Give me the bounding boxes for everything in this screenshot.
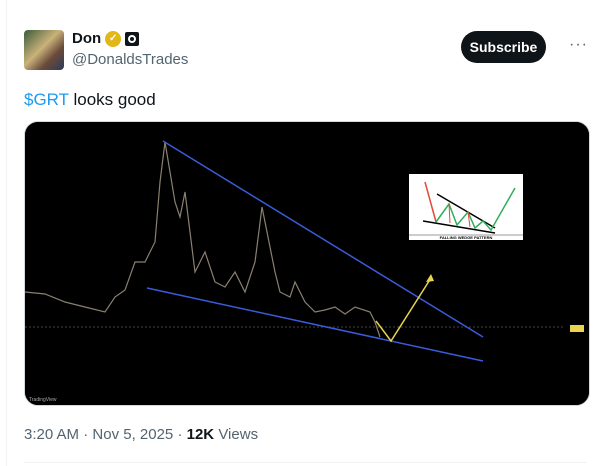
tweet-date[interactable]: Nov 5, 2025 [92,426,174,443]
lower-trendline [146,287,484,362]
upper-trendline [162,140,484,338]
author-handle[interactable]: @DonaldsTrades [72,51,189,68]
tweet-body: looks good [68,90,156,109]
inset-caption: FALLING WEDGE PATTERN [440,235,493,240]
verified-badge-icon: ✓ [105,30,122,47]
price-tag [570,325,584,332]
view-count: 12K [186,426,215,443]
more-horizontal-icon[interactable]: ··· [569,36,588,53]
projection-arrow [375,277,432,343]
chart-image: FALLING WEDGE PATTERN TradingView [25,122,589,405]
author-name-text: Don [72,30,102,47]
cashtag-link[interactable]: $GRT [24,90,69,109]
divider [24,462,587,463]
author-name[interactable]: Don ✓ [72,30,140,47]
tweet-image[interactable]: FALLING WEDGE PATTERN TradingView [24,121,590,406]
tweet-meta: 3:20 AM · Nov 5, 2025 · 12K Views [24,426,259,443]
affiliate-badge-icon [125,31,140,46]
tweet-time[interactable]: 3:20 AM [24,426,80,443]
tweet-text: $GRT looks good [24,90,156,110]
tradingview-logo: TradingView [29,397,57,403]
views-label: Views [218,426,259,443]
timeline-border [6,0,7,466]
subscribe-button[interactable]: Subscribe [461,31,546,63]
avatar[interactable] [24,30,64,70]
falling-wedge-inset: FALLING WEDGE PATTERN [409,174,523,240]
price-candles [25,141,381,338]
